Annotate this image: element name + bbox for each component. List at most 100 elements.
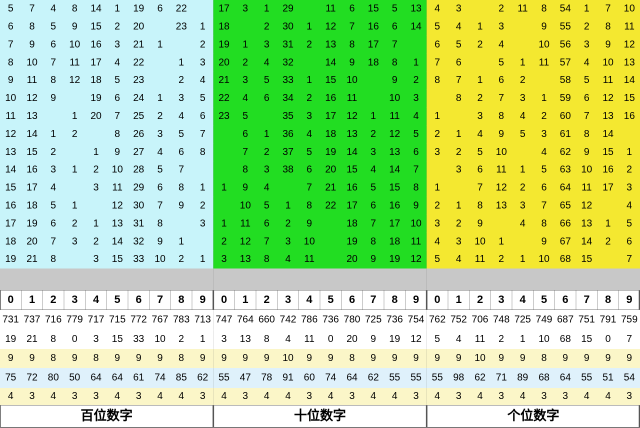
stat-cell: 68 [560, 334, 572, 345]
omission-cell: 16 [389, 200, 401, 211]
omission-cell: 4 [51, 183, 57, 194]
stat-cell: 62 [368, 373, 380, 384]
omission-cell: 4 [584, 57, 590, 68]
stats-row [426, 330, 640, 349]
omission-cell: 8 [371, 236, 377, 247]
stat-cell: 11 [475, 334, 486, 345]
stat-cell: 9 [157, 353, 163, 364]
omission-cell: 8 [51, 254, 57, 265]
stat-cell: 9 [435, 353, 441, 364]
omission-cell: 11 [411, 236, 422, 247]
stat-cell: 4 [584, 391, 590, 402]
omission-cell: 18 [346, 218, 358, 229]
omission-cell: 20 [26, 236, 38, 247]
omission-cell: 5 [584, 75, 590, 86]
omission-cell: 7 [371, 218, 377, 229]
omission-cell: 10 [410, 218, 422, 229]
stat-cell: 9 [563, 353, 569, 364]
stat-cell: 54 [624, 373, 636, 384]
stats-row [213, 310, 427, 330]
stat-cell: 55 [432, 373, 444, 384]
omission-cell: 9 [307, 218, 313, 229]
omission-cell: 26 [133, 129, 145, 140]
stat-cell: 2 [499, 334, 505, 345]
omission-cell: 1 [264, 129, 270, 140]
omission-cell: 15 [5, 183, 17, 194]
omission-cell: 11 [496, 165, 507, 176]
omission-cell: 1 [456, 200, 462, 211]
omission-cell: 1 [499, 236, 505, 247]
stat-cell: 9 [520, 353, 526, 364]
omission-cell: 38 [282, 165, 294, 176]
omission-cell: 8 [499, 111, 505, 122]
omission-cell: 17 [389, 218, 401, 229]
omission-cell: 27 [133, 147, 145, 158]
omission-cell: 32 [282, 57, 294, 68]
omission-cell: 20 [218, 57, 230, 68]
stat-cell: 713 [194, 315, 211, 326]
omission-cell: 5 [413, 129, 419, 140]
omission-cell: 9 [584, 147, 590, 158]
omission-cell: 15 [325, 75, 337, 86]
omission-cell: 12 [496, 183, 508, 194]
omission-cell: 15 [368, 4, 380, 15]
digit-header: 9 [626, 294, 632, 306]
stat-cell: 21 [26, 334, 38, 345]
omission-cell: 8 [349, 39, 355, 50]
stats-row [0, 310, 214, 330]
digit-header: 2 [477, 294, 483, 306]
omission-cell: 7 [200, 129, 206, 140]
omission-cell: 14 [346, 147, 358, 158]
omission-cell: 8 [307, 200, 313, 211]
omission-cell: 8 [392, 57, 398, 68]
omission-cell: 12 [581, 200, 593, 211]
omission-cell: 3 [72, 236, 78, 247]
omission-cell: 7 [115, 111, 121, 122]
omission-cell: 6 [157, 183, 163, 194]
omission-cell: 8 [541, 218, 547, 229]
omission-cell: 5 [435, 21, 441, 32]
stat-cell: 3 [93, 391, 99, 402]
omission-cell: 2 [499, 4, 505, 15]
omission-cell: 22 [218, 93, 230, 104]
omission-cell: 16 [368, 21, 380, 32]
omission-cell: 63 [560, 165, 572, 176]
omission-cell: 13 [26, 111, 38, 122]
stat-cell: 9 [413, 353, 419, 364]
stat-cell: 9 [371, 334, 377, 345]
omission-cell: 2 [541, 111, 547, 122]
stat-cell: 91 [282, 373, 294, 384]
omission-cell: 12 [69, 75, 81, 86]
stat-cell: 4 [8, 391, 14, 402]
omission-cell: 55 [560, 21, 572, 32]
omission-cell: 10 [624, 4, 636, 15]
omission-cell: 16 [346, 183, 358, 194]
digit-header: 0 [434, 294, 440, 306]
omission-cell: 7 [456, 75, 462, 86]
omission-cell: 1 [72, 200, 78, 211]
omission-cell: 1 [520, 57, 526, 68]
omission-cell: 12 [624, 39, 636, 50]
omission-cell: 2 [93, 165, 99, 176]
omission-cell: 2 [200, 39, 206, 50]
omission-cell: 14 [325, 57, 337, 68]
omission-cell: 5 [307, 147, 313, 158]
stat-cell: 68 [538, 373, 550, 384]
omission-cell: 6 [349, 4, 355, 15]
omission-cell: 3 [93, 254, 99, 265]
omission-cell: 14 [112, 236, 124, 247]
omission-cell: 12 [410, 254, 422, 265]
omission-cell: 17 [5, 218, 17, 229]
omission-cell: 16 [90, 39, 102, 50]
stat-cell: 780 [344, 315, 361, 326]
stat-cell: 55 [410, 373, 422, 384]
omission-cell: 3 [307, 111, 313, 122]
stat-cell: 1 [520, 334, 526, 345]
omission-cell: 3 [456, 236, 462, 247]
digit-header: 0 [221, 294, 227, 306]
stat-cell: 9 [115, 353, 121, 364]
omission-cell: 5 [371, 183, 377, 194]
omission-cell: 19 [346, 236, 358, 247]
omission-cell: 3 [221, 254, 227, 265]
omission-cell: 12 [112, 200, 124, 211]
